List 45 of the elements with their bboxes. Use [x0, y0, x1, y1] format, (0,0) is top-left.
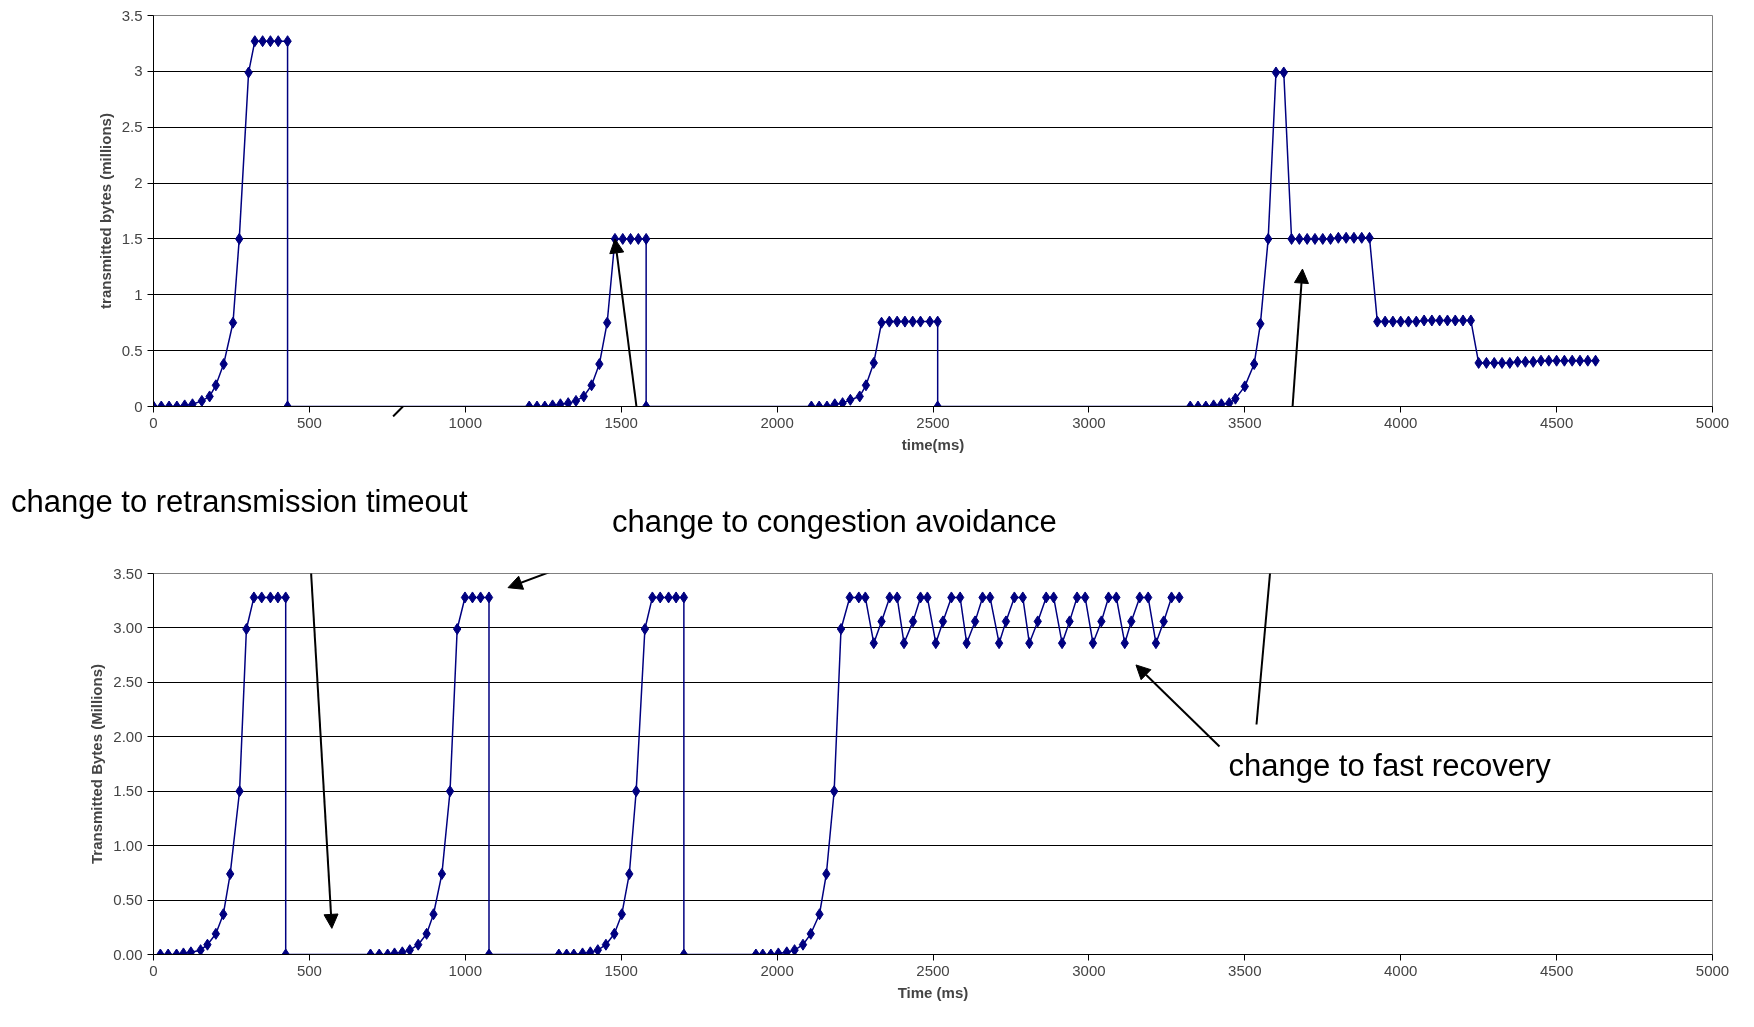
y-tick-label: 1.50: [113, 782, 143, 800]
x-axis-title: Time (ms): [897, 983, 969, 1001]
y-tick-label: 3.5: [121, 6, 143, 24]
y-tick-label: 3.00: [113, 618, 143, 636]
y-tick-label: 1.5: [121, 229, 143, 247]
x-tick-label: 1500: [604, 961, 638, 979]
y-tick-label: 2.50: [113, 673, 143, 691]
y-tick-label: 1: [134, 285, 143, 303]
x-tick-label: 4500: [1539, 961, 1574, 979]
y-tick-label: 1.00: [113, 836, 143, 854]
x-tick-label: 4500: [1539, 413, 1574, 431]
x-tick-label: 2500: [916, 961, 950, 979]
y-tick-label: 0: [134, 397, 143, 415]
x-tick-label: 3000: [1072, 413, 1106, 431]
annotation: change to congestion avoidance: [612, 502, 1057, 541]
x-tick-label: 4000: [1384, 961, 1418, 979]
y-tick-label: 3.50: [113, 564, 143, 582]
y-tick-label: 3: [134, 62, 143, 80]
x-tick-label: 3500: [1228, 413, 1262, 431]
y-tick-label: 0.5: [121, 341, 143, 359]
x-tick-label: 500: [296, 413, 322, 431]
y-tick-label: 0.00: [113, 945, 143, 963]
x-tick-label: 3500: [1228, 961, 1262, 979]
x-tick-label: 3000: [1072, 961, 1106, 979]
y-axis-title: Transmitted Bytes (Millions): [88, 663, 106, 865]
x-tick-label: 2000: [760, 413, 794, 431]
x-tick-label: 2500: [916, 413, 950, 431]
y-tick-label: 2: [134, 174, 143, 192]
x-tick-label: 1500: [604, 413, 638, 431]
y-tick-label: 2.00: [113, 727, 143, 745]
x-tick-label: 5000: [1695, 413, 1730, 431]
x-tick-label: 4000: [1384, 413, 1418, 431]
x-axis-title: time(ms): [901, 435, 965, 453]
y-tick-label: 2.5: [121, 118, 143, 136]
x-tick-label: 500: [296, 961, 322, 979]
x-tick-label: 1000: [448, 961, 482, 979]
annotation: change to retransmission timeout: [11, 482, 468, 521]
x-tick-label: 0: [149, 413, 158, 431]
annotation: change to fast recovery: [1228, 748, 1552, 783]
x-tick-label: 2000: [760, 961, 794, 979]
x-tick-label: 5000: [1695, 961, 1730, 979]
y-axis-title: transmitted bytes (millions): [96, 113, 114, 309]
y-tick-label: 0.50: [113, 891, 143, 909]
x-tick-label: 0: [149, 961, 158, 979]
x-tick-label: 1000: [448, 413, 482, 431]
